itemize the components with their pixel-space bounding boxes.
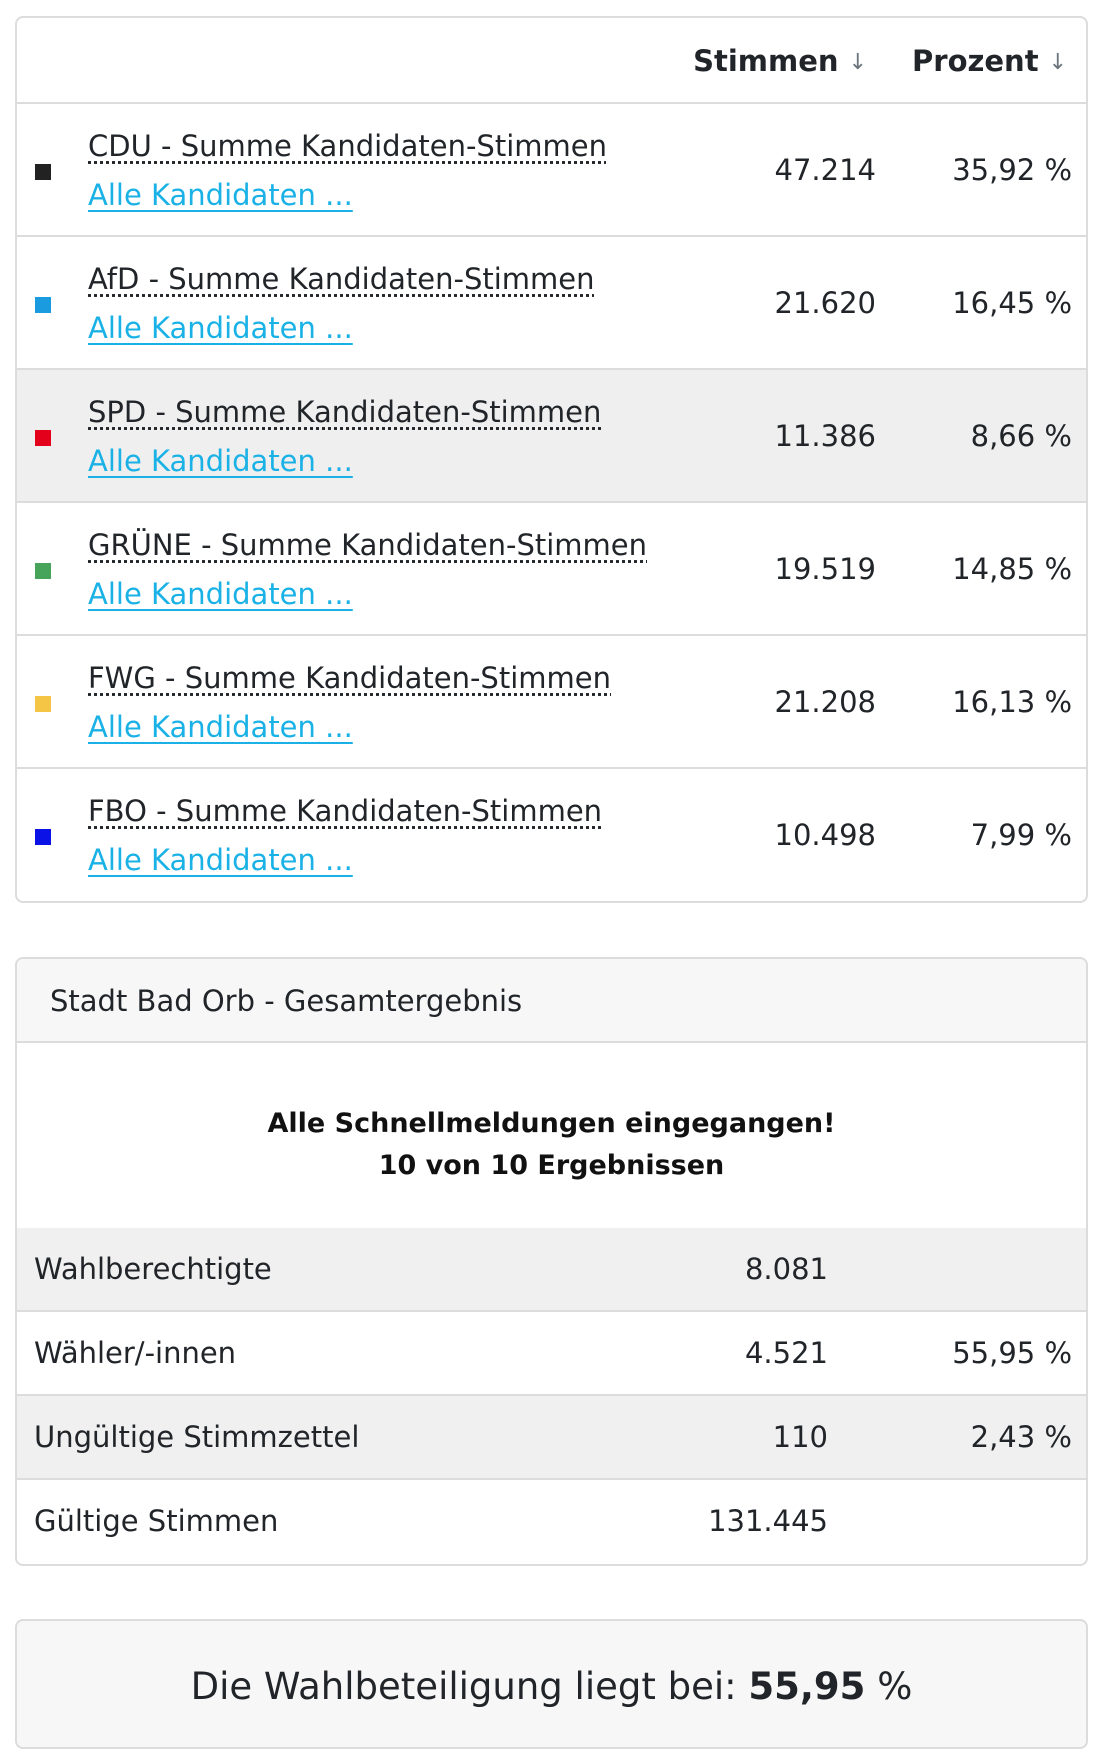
sort-arrow-down-icon: ↓ [1048, 50, 1067, 75]
turnout-text: Die Wahlbeteiligung liegt bei: 55,95 % [17, 1621, 1086, 1708]
party-percent: 35,92 % [952, 153, 1072, 187]
summary-card: Stadt Bad Orb - Gesamtergebnis Alle Schn… [15, 957, 1088, 1566]
turnout-prefix: Die Wahlbeteiligung liegt bei: [190, 1665, 737, 1708]
table-row: GRÜNE - Summe Kandidaten-Stimmen Alle Ka… [17, 503, 1086, 636]
all-candidates-link[interactable]: Alle Kandidaten ... [88, 843, 353, 877]
stat-label: Wähler/-innen [34, 1336, 237, 1370]
party-votes: 21.620 [774, 286, 876, 320]
table-row: FWG - Summe Kandidaten-Stimmen Alle Kand… [17, 636, 1086, 769]
stimmen-header-label: Stimmen [693, 44, 839, 78]
party-percent: 7,99 % [970, 818, 1072, 852]
sort-by-stimmen-header[interactable]: Stimmen ↓ [693, 44, 867, 78]
all-candidates-link[interactable]: Alle Kandidaten ... [88, 710, 353, 744]
party-percent: 16,45 % [952, 286, 1072, 320]
stat-percent: 55,95 % [952, 1336, 1072, 1370]
party-votes: 10.498 [774, 818, 876, 852]
all-candidates-link[interactable]: Alle Kandidaten ... [88, 178, 353, 212]
party-color-swatch [35, 563, 51, 579]
stat-row: Gültige Stimmen 131.445 [17, 1480, 1086, 1564]
party-percent: 16,13 % [952, 685, 1072, 719]
stat-value: 131.445 [708, 1504, 828, 1538]
party-name[interactable]: CDU - Summe Kandidaten-Stimmen [88, 129, 607, 163]
stat-row: Ungültige Stimmzettel 110 2,43 % [17, 1396, 1086, 1480]
notice-line-complete: Alle Schnellmeldungen eingegangen! [267, 1108, 836, 1139]
stat-label: Gültige Stimmen [34, 1504, 279, 1538]
table-header: Stimmen ↓ Prozent ↓ [17, 18, 1086, 104]
stat-value: 110 [772, 1420, 828, 1454]
all-candidates-link[interactable]: Alle Kandidaten ... [88, 577, 353, 611]
party-color-swatch [35, 430, 51, 446]
party-name[interactable]: FWG - Summe Kandidaten-Stimmen [88, 661, 611, 695]
party-color-swatch [35, 164, 51, 180]
party-votes: 11.386 [774, 419, 876, 453]
party-color-swatch [35, 696, 51, 712]
reporting-status-notice: Alle Schnellmeldungen eingegangen! 10 vo… [17, 1043, 1086, 1228]
party-votes: 19.519 [774, 552, 876, 586]
table-row: AfD - Summe Kandidaten-Stimmen Alle Kand… [17, 237, 1086, 370]
stat-label: Ungültige Stimmzettel [34, 1420, 360, 1454]
party-color-swatch [35, 297, 51, 313]
party-votes: 21.208 [774, 685, 876, 719]
party-name[interactable]: FBO - Summe Kandidaten-Stimmen [88, 794, 603, 828]
turnout-value: 55,95 [748, 1665, 866, 1708]
stat-row: Wähler/-innen 4.521 55,95 % [17, 1312, 1086, 1396]
notice-line-count: 10 von 10 Ergebnissen [378, 1150, 725, 1181]
prozent-header-label: Prozent [912, 44, 1039, 78]
stat-value: 8.081 [744, 1252, 828, 1286]
party-color-swatch [35, 829, 51, 845]
sort-arrow-down-icon: ↓ [848, 50, 867, 75]
party-percent: 8,66 % [970, 419, 1072, 453]
party-percent: 14,85 % [952, 552, 1072, 586]
table-row: SPD - Summe Kandidaten-Stimmen Alle Kand… [17, 370, 1086, 503]
party-name[interactable]: AfD - Summe Kandidaten-Stimmen [88, 262, 595, 296]
turnout-suffix: % [877, 1665, 913, 1708]
stat-value: 4.521 [744, 1336, 828, 1370]
party-name[interactable]: GRÜNE - Summe Kandidaten-Stimmen [88, 528, 648, 562]
stat-label: Wahlberechtigte [34, 1252, 272, 1286]
party-results-card: Stimmen ↓ Prozent ↓ CDU - Summe Kandidaten… [15, 16, 1088, 903]
sort-by-prozent-header[interactable]: Prozent ↓ [912, 44, 1067, 78]
party-name[interactable]: SPD - Summe Kandidaten-Stimmen [88, 395, 602, 429]
turnout-card: Die Wahlbeteiligung liegt bei: 55,95 % [15, 1619, 1088, 1749]
table-row: CDU - Summe Kandidaten-Stimmen Alle Kand… [17, 104, 1086, 237]
stat-row: Wahlberechtigte 8.081 [17, 1228, 1086, 1312]
all-candidates-link[interactable]: Alle Kandidaten ... [88, 444, 353, 478]
table-row: FBO - Summe Kandidaten-Stimmen Alle Kand… [17, 769, 1086, 901]
summary-title: Stadt Bad Orb - Gesamtergebnis [17, 959, 1086, 1043]
all-candidates-link[interactable]: Alle Kandidaten ... [88, 311, 353, 345]
stat-percent: 2,43 % [970, 1420, 1072, 1454]
party-votes: 47.214 [774, 153, 876, 187]
